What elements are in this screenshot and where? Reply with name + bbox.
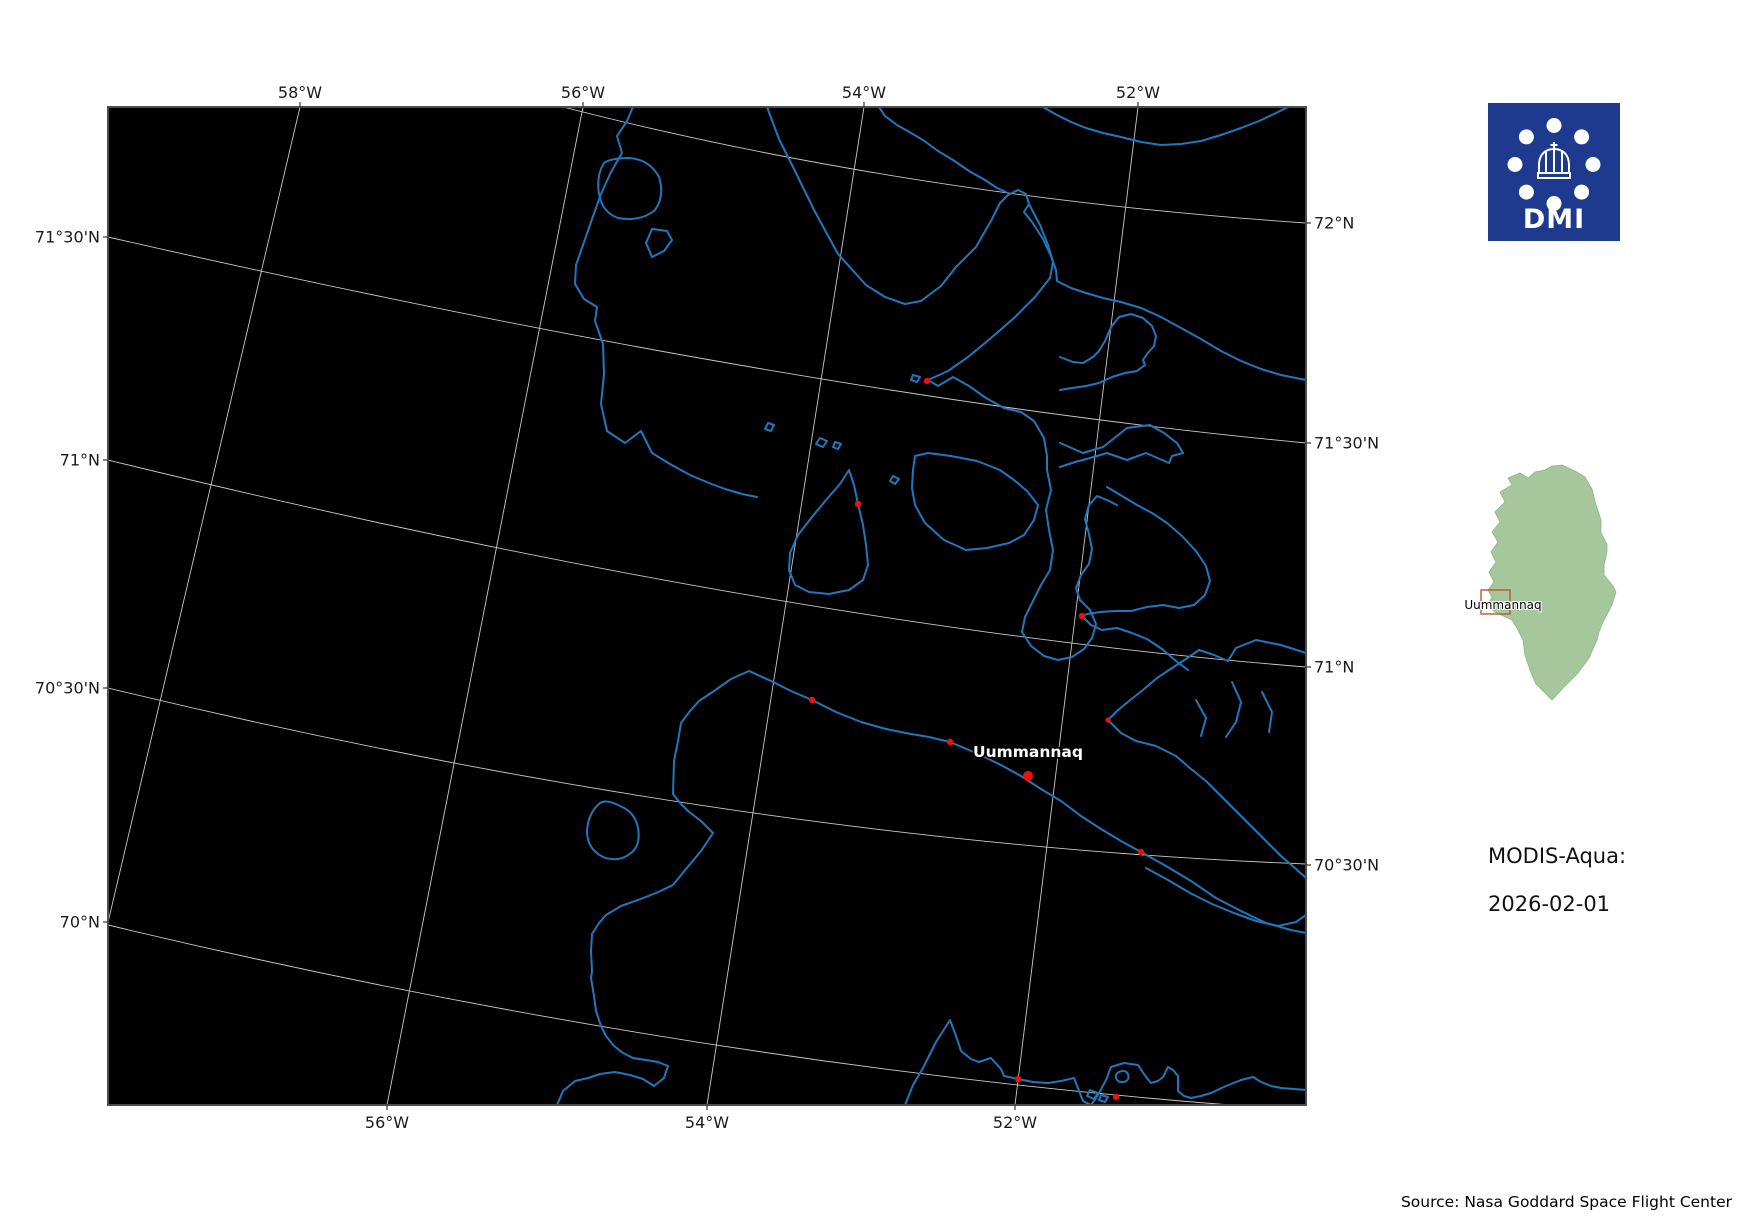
coastline bbox=[764, 422, 775, 432]
settlement-dot bbox=[946, 738, 954, 746]
logo-dot bbox=[1518, 129, 1534, 145]
settlement-dot bbox=[1014, 1075, 1022, 1083]
lat-label-right: 70°30'N bbox=[1314, 855, 1380, 875]
coastline bbox=[832, 441, 842, 450]
graticule-line bbox=[108, 459, 1306, 668]
settlement-dot bbox=[1105, 717, 1111, 723]
coastline bbox=[788, 469, 869, 595]
coastline bbox=[1114, 1069, 1130, 1084]
coastline bbox=[1081, 486, 1211, 671]
inset-region-label: Uummannaq bbox=[1464, 598, 1542, 612]
uummannaq-city-label: Uummannaq bbox=[973, 743, 1083, 761]
graticule-line bbox=[562, 107, 1306, 224]
settlement-dot bbox=[923, 377, 931, 385]
coastline bbox=[586, 800, 640, 861]
map-background bbox=[108, 107, 1306, 1105]
coastline bbox=[1059, 313, 1157, 391]
coastline bbox=[1225, 681, 1242, 738]
product-name: MODIS-Aqua: bbox=[1488, 844, 1627, 868]
graticule-line bbox=[108, 107, 301, 925]
dmi-logo-graphic bbox=[1488, 103, 1620, 241]
settlement-dot bbox=[854, 500, 862, 508]
coastline bbox=[1021, 469, 1118, 661]
lon-label-top: 56°W bbox=[560, 83, 606, 102]
coastline bbox=[1059, 424, 1184, 468]
graticule-line bbox=[108, 687, 1306, 865]
greenland-inset-map bbox=[1480, 464, 1617, 701]
coastline bbox=[1098, 1094, 1109, 1103]
logo-dot bbox=[1574, 129, 1590, 145]
coastline bbox=[1261, 691, 1273, 733]
coastline bbox=[911, 452, 1039, 551]
logo-dot-ring bbox=[1507, 118, 1601, 211]
coastline bbox=[556, 670, 750, 1105]
settlement-dot bbox=[808, 696, 816, 704]
lat-label-left: 70°30'N bbox=[34, 678, 100, 698]
coastline bbox=[597, 157, 663, 220]
lon-label-bottom: 52°W bbox=[992, 1113, 1038, 1132]
coastline bbox=[1145, 867, 1306, 927]
coastline bbox=[878, 107, 1007, 193]
graticule-line bbox=[386, 107, 584, 1105]
lat-label-right: 71°30'N bbox=[1314, 433, 1380, 453]
logo-dot bbox=[1546, 118, 1562, 133]
dmi-logo: DMI bbox=[1488, 103, 1620, 241]
coastline bbox=[904, 1019, 1306, 1105]
logo-dot bbox=[1507, 157, 1523, 172]
lon-label-bottom: 54°W bbox=[684, 1113, 730, 1132]
coastline bbox=[1195, 699, 1207, 737]
coastline bbox=[910, 374, 921, 383]
lat-label-left: 70°N bbox=[59, 912, 100, 932]
coastline bbox=[748, 670, 1306, 934]
lon-label-top: 54°W bbox=[841, 83, 887, 102]
graticule-line bbox=[1014, 107, 1139, 1105]
settlement-dot bbox=[1112, 1093, 1120, 1101]
lon-label-top: 52°W bbox=[1115, 83, 1161, 102]
coastline bbox=[1086, 1089, 1099, 1100]
coastline bbox=[574, 107, 758, 498]
settlement-dot bbox=[1137, 848, 1145, 856]
dmi-crown-icon bbox=[1537, 142, 1571, 179]
lat-label-right: 71°N bbox=[1314, 657, 1355, 677]
logo-dot bbox=[1518, 184, 1534, 200]
graticule-line bbox=[108, 924, 1231, 1105]
source-credit: Source: Nasa Goddard Space Flight Center bbox=[1400, 1193, 1732, 1211]
coastline bbox=[815, 437, 828, 448]
lat-label-left: 71°30'N bbox=[34, 227, 100, 247]
lat-label-right: 72°N bbox=[1314, 213, 1355, 233]
greenland-silhouette bbox=[1487, 464, 1617, 701]
lat-label-left: 71°N bbox=[59, 450, 100, 470]
coastline bbox=[645, 228, 673, 258]
graticule-line bbox=[706, 107, 865, 1105]
uummannaq-dot bbox=[1023, 771, 1033, 781]
lon-label-bottom: 56°W bbox=[364, 1113, 410, 1132]
lon-label-top: 58°W bbox=[277, 83, 323, 102]
logo-dot bbox=[1585, 157, 1601, 172]
settlement-dot bbox=[1078, 612, 1086, 620]
region-locator-box bbox=[1480, 589, 1511, 615]
coastline bbox=[889, 475, 900, 485]
product-date: 2026-02-01 bbox=[1488, 892, 1611, 916]
logo-dot bbox=[1574, 184, 1590, 200]
logo-dot bbox=[1546, 196, 1562, 211]
logo-label: DMI bbox=[1522, 204, 1586, 235]
coastline bbox=[1042, 107, 1289, 146]
coastline bbox=[766, 107, 1306, 381]
